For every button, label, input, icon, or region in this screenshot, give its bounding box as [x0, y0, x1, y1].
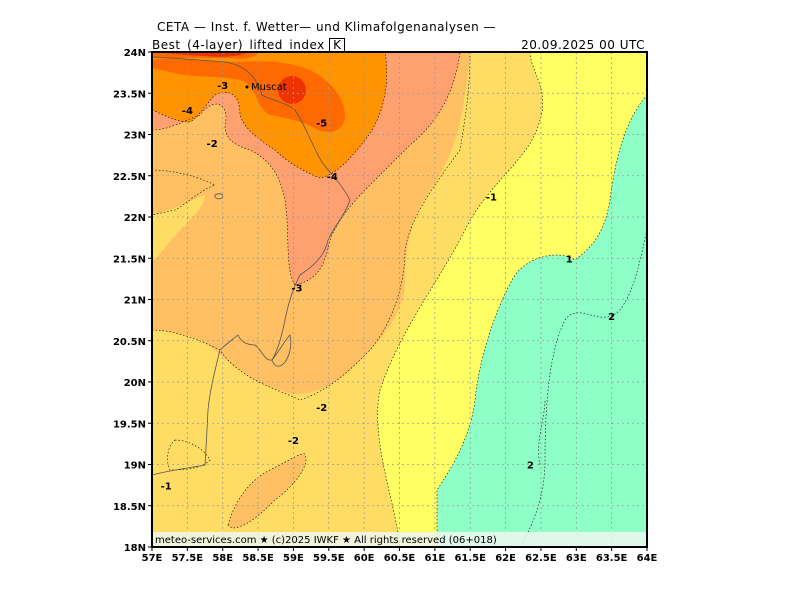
filled-contours: meteo-services.com ★ (c)2025 IWKF ★ All … — [152, 52, 647, 547]
x-tick-label: 58E — [212, 553, 233, 564]
y-tick-label: 20.5N — [113, 337, 146, 348]
y-tick-label: 23.5N — [113, 89, 146, 100]
contour-minus1 — [377, 52, 544, 547]
contour-0 — [436, 94, 647, 547]
x-tick-label: 57E — [142, 553, 163, 564]
y-tick-label: 22N — [124, 213, 146, 224]
contour-minus2-main — [152, 52, 471, 401]
contour-label: -2 — [207, 139, 218, 150]
coastline — [152, 56, 351, 476]
x-tick-label: 61E — [424, 553, 445, 564]
fill-1-to-2 — [437, 95, 647, 547]
x-tick-label: 64E — [637, 553, 658, 564]
fill-minus2-to-minus1-south — [228, 453, 306, 528]
y-tick-label: 19.5N — [113, 419, 146, 430]
island-ras — [214, 193, 224, 200]
city-label: Muscat — [251, 82, 287, 93]
contour-label: -2 — [316, 403, 327, 414]
contour-labels: -3 -4 -5 -2 -4 -1 1 -3 2 -2 -2 2 -1 — [161, 81, 616, 492]
fill-minus1-to-0-west — [152, 195, 205, 262]
x-tick-label: 61.5E — [454, 553, 486, 564]
credit-text: meteo-services.com ★ (c)2025 IWKF ★ All … — [155, 535, 497, 546]
contour-minus2 — [152, 169, 216, 216]
y-tick-label: 19N — [124, 461, 146, 472]
institution-title: CETA — Inst. f. Wetter— und Klimafolgena… — [157, 20, 497, 34]
y-axis-ticks: 24N 23.5N 23N 22.5N 22N 21.5N 21N 20.5N 20N 19.5N… — [113, 48, 152, 554]
x-tick-label: 62.5E — [525, 553, 557, 564]
contour-label: -3 — [217, 81, 228, 92]
y-tick-label: 24N — [124, 48, 146, 59]
x-tick-label: 63.5E — [596, 553, 628, 564]
contour-label: -4 — [327, 172, 338, 183]
credit-band — [152, 532, 647, 547]
y-tick-label: 18N — [124, 543, 146, 554]
y-tick-label: 18.5N — [113, 502, 146, 513]
x-tick-label: 60.5E — [384, 553, 416, 564]
x-tick-label: 63E — [566, 553, 587, 564]
contour-label: -2 — [288, 436, 299, 447]
x-tick-label: 59E — [283, 553, 304, 564]
contour-2-inner — [538, 399, 546, 466]
x-axis-ticks: 57E 57.5E 58E 58.5E 59E 59.5E 60E 60.5E 61E 61.5E… — [142, 547, 658, 564]
y-tick-label: 23N — [124, 131, 146, 142]
y-tick-label: 21N — [124, 296, 146, 307]
contour-label: 2 — [608, 312, 615, 323]
contour-label: -1 — [161, 481, 172, 492]
city-marker — [245, 85, 249, 89]
parameter-name: Best_(4-layer)_lifted_index — [152, 38, 325, 52]
valid-time: 20.09.2025 00 UTC — [521, 38, 645, 52]
contour-1 — [519, 229, 647, 547]
city-markers: Muscat — [245, 82, 287, 93]
contour-label: 2 — [527, 461, 534, 472]
contour-minus2-south — [227, 453, 307, 529]
y-tick-label: 20N — [124, 378, 146, 389]
x-tick-label: 60E — [354, 553, 375, 564]
contour-label: -1 — [486, 193, 497, 204]
contour-label: -5 — [316, 118, 327, 129]
x-tick-label: 59.5E — [313, 553, 345, 564]
contour-label: -4 — [182, 106, 193, 117]
contour-lines — [152, 52, 647, 547]
contour-label: -3 — [291, 283, 302, 294]
x-tick-label: 58.5E — [242, 553, 274, 564]
fill-below-minus5 — [278, 76, 306, 104]
y-tick-label: 22.5N — [113, 172, 146, 183]
fill-below-minus5-north — [160, 52, 250, 57]
contour-label: 1 — [566, 254, 573, 265]
x-tick-label: 57.5E — [172, 553, 204, 564]
contour-minus1-west — [167, 439, 211, 471]
y-tick-label: 21.5N — [113, 254, 146, 265]
x-tick-label: 62E — [495, 553, 516, 564]
island-masirah — [271, 334, 292, 367]
